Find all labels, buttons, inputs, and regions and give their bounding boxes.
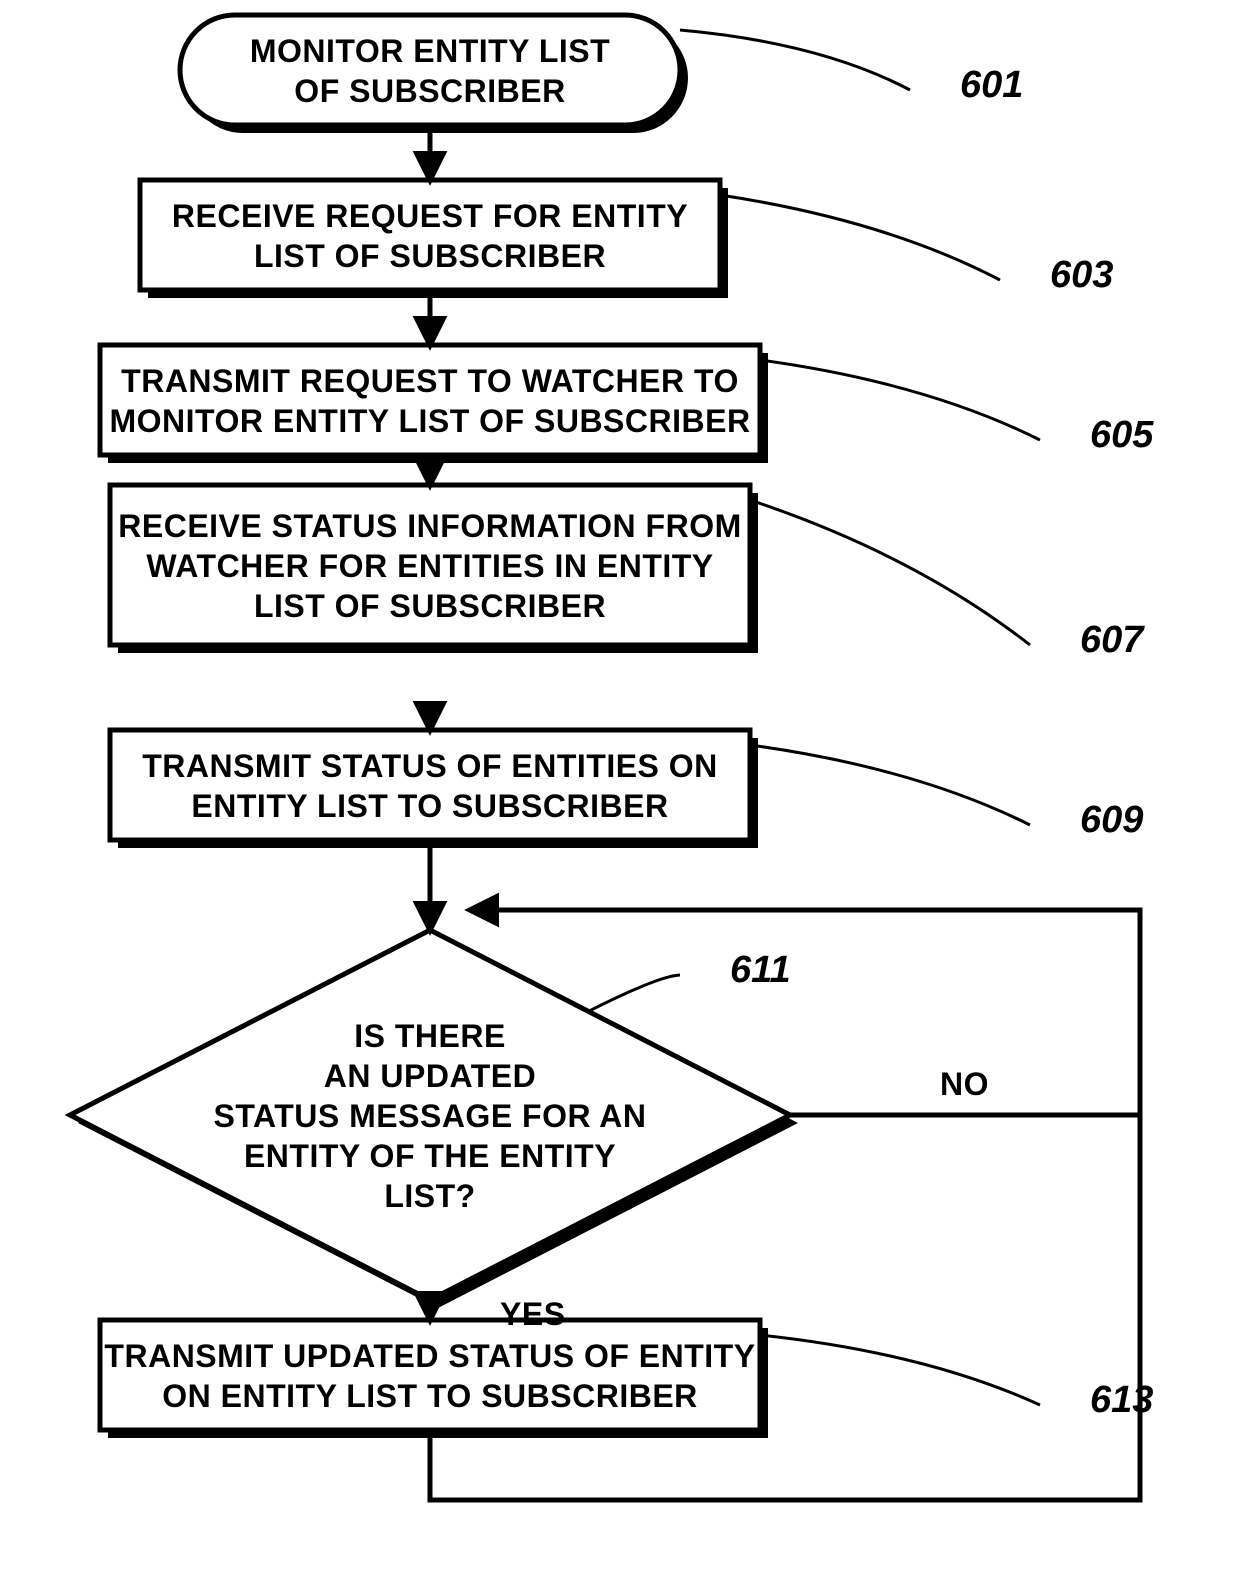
label-607: 607 — [1080, 619, 1145, 661]
edge-label-5: YES — [500, 1296, 566, 1332]
n611-text-2: STATUS MESSAGE FOR AN — [213, 1098, 646, 1134]
label-603: 603 — [1050, 254, 1113, 296]
label-605: 605 — [1090, 414, 1154, 456]
n609-text-0: TRANSMIT STATUS OF ENTITIES ON — [142, 748, 718, 784]
n603-text-1: LIST OF SUBSCRIBER — [254, 238, 606, 274]
n601-text-0: MONITOR ENTITY LIST — [250, 33, 610, 69]
n611-text-0: IS THERE — [354, 1018, 506, 1054]
label-613: 613 — [1090, 1379, 1153, 1421]
n605-text-1: MONITOR ENTITY LIST OF SUBSCRIBER — [109, 403, 750, 439]
n613-text-1: ON ENTITY LIST TO SUBSCRIBER — [162, 1378, 698, 1414]
label-601: 601 — [960, 64, 1023, 106]
n609-text-1: ENTITY LIST TO SUBSCRIBER — [191, 788, 668, 824]
n605-text-0: TRANSMIT REQUEST TO WATCHER TO — [121, 363, 739, 399]
n607-text-0: RECEIVE STATUS INFORMATION FROM — [118, 508, 741, 544]
flowchart: MONITOR ENTITY LIST OF SUBSCRIBER 601 RECEI… — [0, 0, 1248, 1594]
label-611: 611 — [730, 949, 791, 991]
n611-text-1: AN UPDATED — [324, 1058, 536, 1094]
n611-text-4: LIST? — [384, 1178, 475, 1214]
n611-text-3: ENTITY OF THE ENTITY — [244, 1138, 616, 1174]
n607-text-2: LIST OF SUBSCRIBER — [254, 588, 606, 624]
n601-text-1: OF SUBSCRIBER — [294, 73, 565, 109]
n603-text-0: RECEIVE REQUEST FOR ENTITY — [172, 198, 688, 234]
n613-text-0: TRANSMIT UPDATED STATUS OF ENTITY — [104, 1338, 755, 1374]
label-609: 609 — [1080, 799, 1143, 841]
n607-text-1: WATCHER FOR ENTITIES IN ENTITY — [146, 548, 713, 584]
edge-label-6: NO — [940, 1066, 989, 1102]
